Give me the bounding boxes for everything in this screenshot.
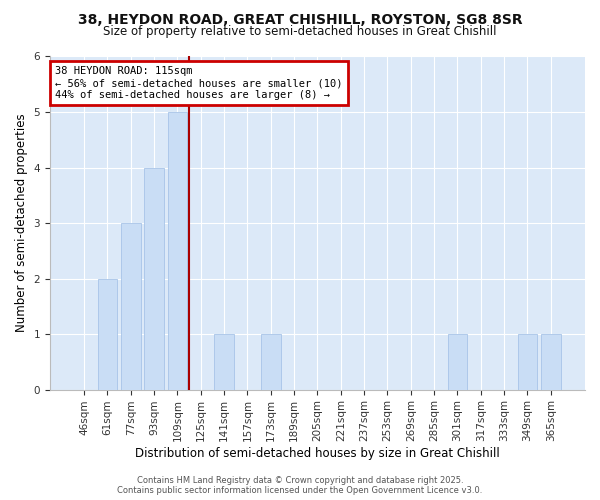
Bar: [261, 334, 281, 390]
Text: 38, HEYDON ROAD, GREAT CHISHILL, ROYSTON, SG8 8SR: 38, HEYDON ROAD, GREAT CHISHILL, ROYSTON…: [77, 12, 523, 26]
Bar: [167, 112, 187, 390]
Text: Contains HM Land Registry data © Crown copyright and database right 2025.
Contai: Contains HM Land Registry data © Crown c…: [118, 476, 482, 495]
Bar: [541, 334, 560, 390]
Bar: [214, 334, 234, 390]
Text: 38 HEYDON ROAD: 115sqm
← 56% of semi-detached houses are smaller (10)
44% of sem: 38 HEYDON ROAD: 115sqm ← 56% of semi-det…: [55, 66, 343, 100]
Y-axis label: Number of semi-detached properties: Number of semi-detached properties: [15, 114, 28, 332]
Text: Size of property relative to semi-detached houses in Great Chishill: Size of property relative to semi-detach…: [103, 25, 497, 38]
Bar: [121, 223, 141, 390]
Bar: [448, 334, 467, 390]
Bar: [144, 168, 164, 390]
Bar: [98, 278, 118, 390]
Bar: [518, 334, 538, 390]
X-axis label: Distribution of semi-detached houses by size in Great Chishill: Distribution of semi-detached houses by …: [135, 447, 500, 460]
